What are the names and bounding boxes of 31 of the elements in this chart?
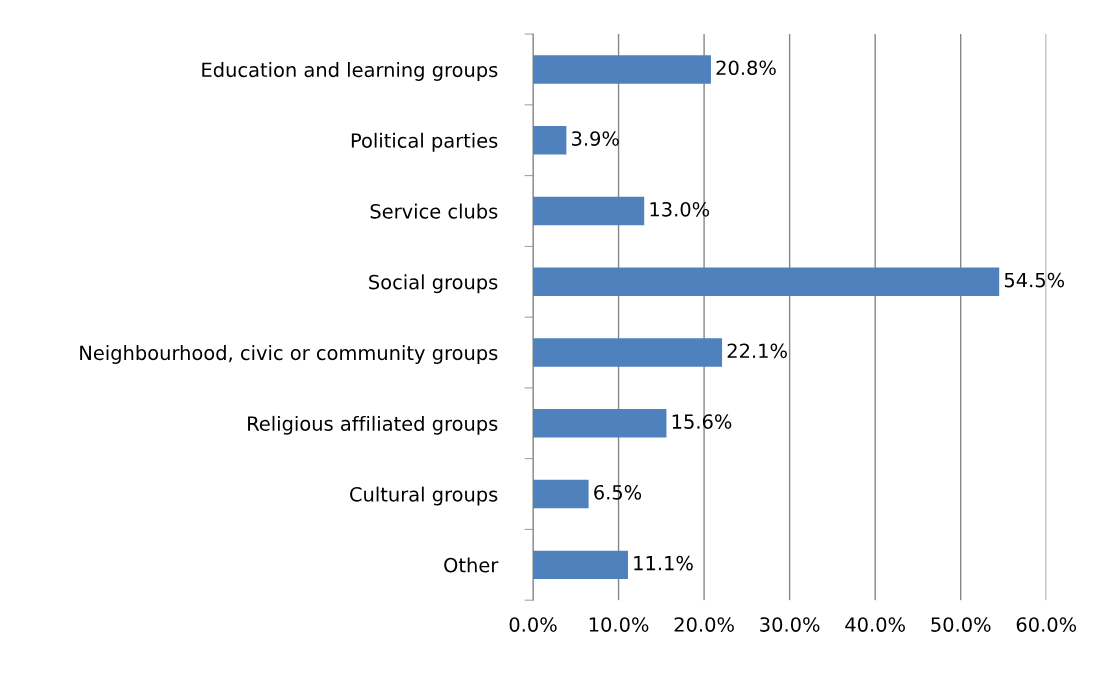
x-tick-label: 60.0% (1016, 617, 1077, 632)
bar (533, 55, 711, 84)
bar (533, 338, 723, 367)
x-tick-label: 30.0% (760, 617, 820, 632)
y-tick-label: Religious affiliated groups (248, 415, 498, 435)
x-tick-label: 50.0% (931, 617, 991, 632)
data-label: 11.1% (634, 555, 693, 571)
data-label: 15.6% (672, 414, 732, 429)
x-tick-label: 0.0% (509, 617, 557, 632)
data-label: 22.1% (727, 343, 787, 359)
data-label: 54.5% (1004, 272, 1065, 288)
bar (533, 479, 589, 509)
data-label: 6.5% (594, 484, 642, 500)
y-tick-label: Service clubs (370, 203, 498, 219)
bar (533, 550, 628, 579)
y-tick-label: Political parties (351, 132, 498, 152)
y-tick-label: Cultural groups (350, 486, 498, 506)
bar (533, 196, 645, 226)
x-tick-label: 40.0% (845, 617, 905, 632)
x-tick-label: 20.0% (674, 617, 734, 632)
y-tick-label: Other (444, 557, 499, 573)
bar (533, 409, 667, 438)
y-tick-label: Education and learning groups (202, 62, 498, 81)
x-tick-label: 10.0% (589, 617, 649, 632)
data-label: 20.8% (716, 60, 776, 76)
y-tick-label: Social groups (369, 274, 498, 294)
bar (533, 267, 1000, 296)
data-label: 3.9% (572, 131, 619, 146)
y-tick-label: Neighbourhood, civic or community groups (80, 345, 498, 364)
data-label: 13.0% (650, 201, 710, 217)
bar (533, 126, 567, 155)
